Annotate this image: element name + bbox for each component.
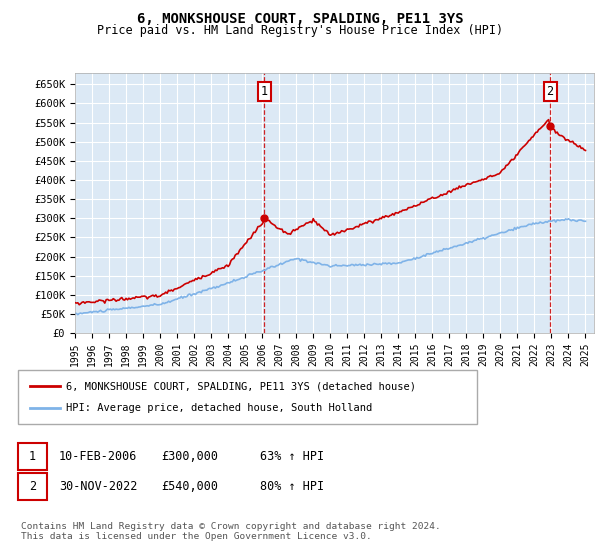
- Text: 6, MONKSHOUSE COURT, SPALDING, PE11 3YS (detached house): 6, MONKSHOUSE COURT, SPALDING, PE11 3YS …: [66, 381, 416, 391]
- Text: 1: 1: [260, 86, 268, 99]
- Text: 80% ↑ HPI: 80% ↑ HPI: [260, 479, 324, 493]
- Text: £300,000: £300,000: [161, 450, 218, 463]
- Text: Price paid vs. HM Land Registry's House Price Index (HPI): Price paid vs. HM Land Registry's House …: [97, 24, 503, 38]
- Text: £540,000: £540,000: [161, 479, 218, 493]
- Text: 6, MONKSHOUSE COURT, SPALDING, PE11 3YS: 6, MONKSHOUSE COURT, SPALDING, PE11 3YS: [137, 12, 463, 26]
- Text: Contains HM Land Registry data © Crown copyright and database right 2024.
This d: Contains HM Land Registry data © Crown c…: [21, 522, 441, 542]
- Text: HPI: Average price, detached house, South Holland: HPI: Average price, detached house, Sout…: [66, 403, 372, 413]
- Text: 30-NOV-2022: 30-NOV-2022: [59, 479, 137, 493]
- Text: 63% ↑ HPI: 63% ↑ HPI: [260, 450, 324, 463]
- Text: 2: 2: [29, 479, 36, 493]
- Text: 2: 2: [547, 86, 554, 99]
- Text: 1: 1: [29, 450, 36, 463]
- Text: 10-FEB-2006: 10-FEB-2006: [59, 450, 137, 463]
